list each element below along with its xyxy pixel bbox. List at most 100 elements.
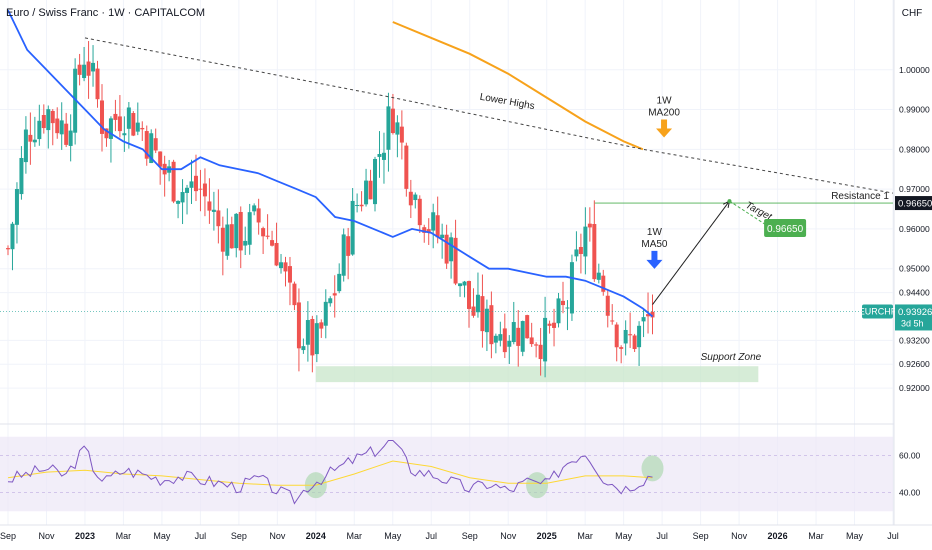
- rsi-axis[interactable]: 60.00 40.00: [899, 450, 921, 497]
- candle-body: [176, 200, 181, 204]
- time-tick-label: 2024: [306, 531, 326, 541]
- candle-body: [140, 127, 145, 130]
- time-tick-label: Sep: [693, 531, 709, 541]
- time-tick-label: Nov: [500, 531, 517, 541]
- candle-body: [310, 318, 315, 356]
- candle-body: [377, 154, 382, 157]
- candle-body: [59, 120, 64, 135]
- candle-body: [283, 262, 288, 272]
- rsi-tick-label: 60.00: [899, 450, 921, 460]
- price-tick-label: 0.95000: [899, 264, 930, 274]
- time-axis[interactable]: Sep Nov 2023 Mar May Jul Sep Nov 2024 Mar May Jul Se…: [0, 531, 899, 541]
- time-tick-label: 2023: [75, 531, 95, 541]
- candle-body: [628, 334, 633, 336]
- candle-body: [565, 307, 570, 309]
- candle-body: [610, 320, 615, 322]
- candle-body: [404, 145, 409, 189]
- candle-body: [73, 68, 78, 133]
- currency-label[interactable]: CHF: [902, 8, 923, 19]
- candle-body: [193, 175, 198, 192]
- time-tick-label: May: [153, 531, 171, 541]
- candle-body: [279, 262, 284, 269]
- candle-body: [158, 151, 163, 167]
- candle-body: [525, 315, 530, 339]
- price-tick-label: 1.00000: [899, 65, 930, 75]
- candle-body: [86, 61, 91, 76]
- time-tick-label: Mar: [808, 531, 824, 541]
- target-value: 0.96650: [767, 224, 804, 235]
- candle-body: [480, 296, 485, 332]
- candle-body: [64, 123, 69, 145]
- candle-body: [422, 227, 427, 233]
- candle-body: [104, 128, 109, 139]
- candle-body: [153, 138, 158, 151]
- time-tick-label: Jul: [195, 531, 207, 541]
- time-tick-label: Nov: [731, 531, 748, 541]
- rsi-band: [0, 436, 893, 512]
- candle-body: [198, 188, 203, 190]
- candle-body: [274, 242, 279, 266]
- time-tick-label: May: [384, 531, 402, 541]
- price-tick-label: 0.96000: [899, 224, 930, 234]
- candle-body: [46, 109, 51, 131]
- candle-body: [292, 283, 297, 306]
- rsi-tick-label: 40.00: [899, 488, 921, 498]
- candle-body: [323, 301, 328, 326]
- candle-body: [373, 158, 378, 205]
- candle-body: [534, 344, 539, 346]
- candle-body: [99, 100, 104, 134]
- candle-body: [475, 294, 480, 313]
- candle-body: [216, 210, 221, 227]
- candle-body: [502, 328, 507, 353]
- lower-highs-trendline: [84, 37, 894, 194]
- candle-body: [180, 192, 185, 203]
- chart-title: Euro / Swiss Franc · 1W · CAPITALCOM: [6, 7, 205, 19]
- ma50-arrow-icon: [646, 250, 663, 269]
- candle-body: [435, 215, 440, 238]
- candle-body: [301, 346, 306, 351]
- ma200-label-top: 1W: [657, 96, 673, 107]
- candles: [6, 41, 655, 378]
- candle-body: [113, 113, 118, 120]
- candle-body: [646, 314, 651, 317]
- candle-body: [493, 335, 498, 343]
- candle-body: [350, 200, 355, 255]
- price-tick-label: 0.97000: [899, 184, 930, 194]
- candle-body: [467, 281, 472, 309]
- time-tick-label: 2026: [768, 531, 788, 541]
- rsi-highlight: [641, 455, 664, 482]
- price-axis[interactable]: 1.00000 0.99000 0.98000 0.97000 0.96000 0.950…: [899, 65, 930, 393]
- candle-body: [337, 273, 342, 292]
- rsi-ma-line: [7, 460, 653, 486]
- candle-body: [453, 237, 458, 284]
- candle-body: [637, 325, 642, 348]
- bar-countdown: 3d 5h: [901, 318, 924, 328]
- candle-body: [185, 187, 190, 193]
- time-tick-label: 2025: [537, 531, 557, 541]
- candle-body: [211, 209, 216, 212]
- ma200-arrow-icon: [656, 119, 673, 138]
- ma50-label-top: 1W: [647, 227, 663, 238]
- candle-body: [390, 108, 395, 134]
- candle-body: [135, 122, 140, 132]
- resistance-price-tag-text: 0.96650: [898, 199, 932, 210]
- current-price-tag-text: 0.93926: [898, 307, 932, 318]
- candle-body: [332, 293, 337, 296]
- candle-body: [484, 308, 489, 333]
- candle-body: [511, 322, 516, 343]
- candle-body: [50, 110, 55, 124]
- candle-body: [108, 118, 113, 139]
- candle-body: [592, 223, 597, 280]
- price-tick-label: 0.99000: [899, 105, 930, 115]
- symbol-tag: [862, 304, 893, 319]
- candle-body: [516, 327, 521, 346]
- candle-body: [417, 198, 422, 226]
- resistance-price-tag: [895, 196, 932, 211]
- candle-body: [359, 204, 364, 207]
- candle-body: [431, 212, 436, 231]
- candle-body: [247, 212, 252, 245]
- candle-body: [314, 323, 319, 355]
- candle-body: [149, 133, 154, 164]
- candle-body: [623, 329, 628, 344]
